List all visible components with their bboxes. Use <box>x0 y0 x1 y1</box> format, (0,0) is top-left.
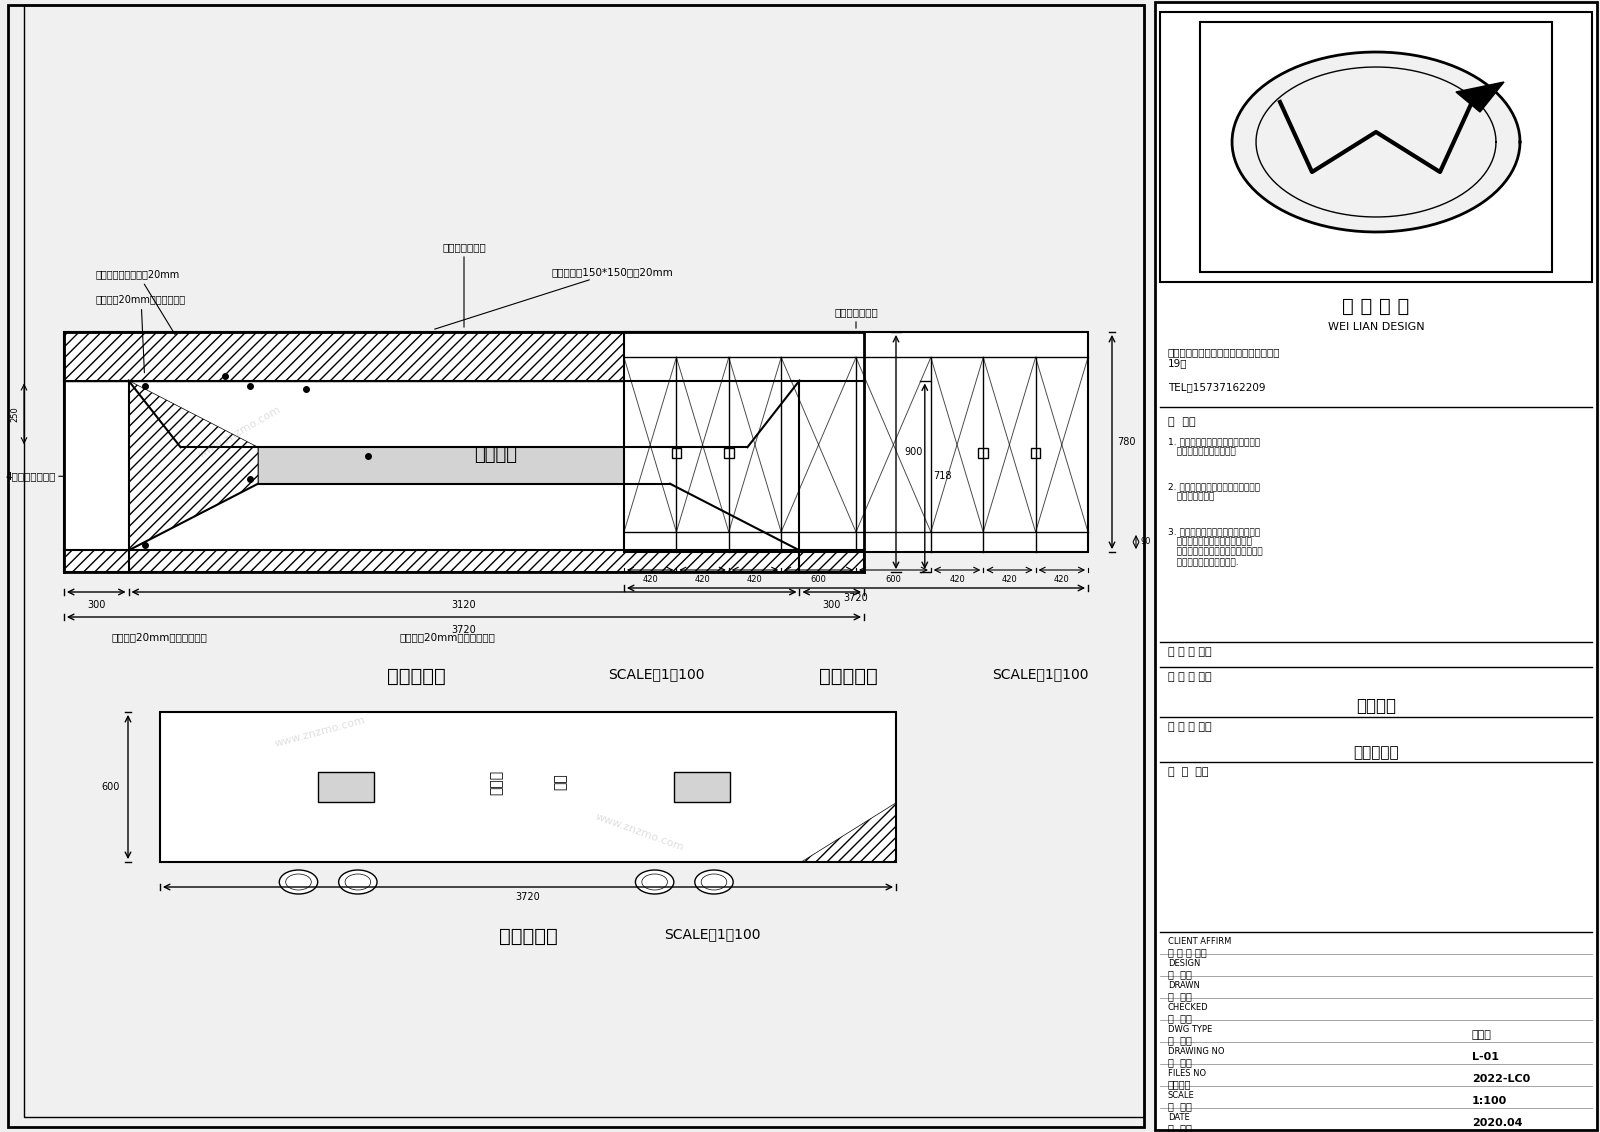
Bar <box>64 332 864 380</box>
Text: 校  对：: 校 对： <box>1168 1013 1192 1023</box>
Text: 250: 250 <box>10 406 19 422</box>
Bar <box>672 448 682 458</box>
Text: 图  号：: 图 号： <box>1168 1057 1192 1067</box>
Text: 1. 非得本公司设计师之书面批准，不
   得随意将任何部分翻印；: 1. 非得本公司设计师之书面批准，不 得随意将任何部分翻印； <box>1168 437 1261 456</box>
Text: www.znzmo.com: www.znzmo.com <box>197 404 283 460</box>
Text: 420: 420 <box>642 575 658 584</box>
Bar <box>1160 12 1592 282</box>
Text: 白色发光字150*150间距20mm: 白色发光字150*150间距20mm <box>552 267 674 277</box>
Text: DRAWING NO: DRAWING NO <box>1168 1047 1224 1056</box>
Text: 3. 施工单位必须在工地核对图内所示
   数字之准确，如发现有任何矛盾
   处，应通知设计师，方可施工；否则
   施工单位须承担所有责任.: 3. 施工单位必须在工地核对图内所示 数字之准确，如发现有任何矛盾 处，应通知设… <box>1168 528 1262 567</box>
Bar <box>160 712 896 861</box>
Circle shape <box>635 871 674 894</box>
Text: 维 联 设 计: 维 联 设 计 <box>1342 297 1410 316</box>
Bar <box>1030 448 1040 458</box>
Text: 600: 600 <box>885 575 901 584</box>
Text: 制  图：: 制 图： <box>1168 990 1192 1001</box>
Text: 日  期：: 日 期： <box>1168 1123 1192 1132</box>
Text: 平面布置图: 平面布置图 <box>1354 745 1398 760</box>
Text: 420: 420 <box>1054 575 1070 584</box>
Text: 2. 切勿以比例量度此图，一切以图内
   数字所示为准；: 2. 切勿以比例量度此图，一切以图内 数字所示为准； <box>1168 482 1261 501</box>
Bar <box>723 448 733 458</box>
Text: 黑镜铝塑板造型外突20mm: 黑镜铝塑板造型外突20mm <box>96 269 181 335</box>
Text: 780: 780 <box>1117 437 1136 447</box>
Text: 白色石英石台面: 白色石英石台面 <box>442 242 486 252</box>
Text: 900: 900 <box>904 447 922 457</box>
Text: SCALE：1：100: SCALE：1：100 <box>608 667 704 681</box>
Circle shape <box>280 871 318 894</box>
Text: 地址：郑州市绿地滨湖国际城三区一号楼
19层: 地址：郑州市绿地滨湖国际城三区一号楼 19层 <box>1168 348 1280 369</box>
Text: 3720: 3720 <box>451 625 477 635</box>
Text: 420: 420 <box>1002 575 1018 584</box>
Polygon shape <box>1456 82 1504 112</box>
Text: 420: 420 <box>949 575 965 584</box>
Text: 吧台尺寸图: 吧台尺寸图 <box>499 927 557 946</box>
Text: 侧面暗装20mm冰蓝型材灯条: 侧面暗装20mm冰蓝型材灯条 <box>112 632 208 642</box>
Text: 300: 300 <box>822 600 842 610</box>
Text: 4厘浅咖啡铝塑板: 4厘浅咖啡铝塑板 <box>6 471 56 481</box>
Text: SCALE：1：100: SCALE：1：100 <box>664 927 760 941</box>
Bar <box>64 332 864 572</box>
Circle shape <box>1232 52 1520 232</box>
Bar <box>318 772 374 801</box>
Text: 图 纸 名 称：: 图 纸 名 称： <box>1168 722 1211 732</box>
Polygon shape <box>258 447 670 483</box>
Text: FILES NO: FILES NO <box>1168 1069 1206 1078</box>
Text: 设  计：: 设 计： <box>1168 969 1192 979</box>
Text: SCALE: SCALE <box>1168 1091 1195 1100</box>
Text: 90: 90 <box>1141 538 1152 547</box>
Bar <box>624 332 1088 552</box>
Text: 3120: 3120 <box>451 600 477 610</box>
Text: 施 工 单 位：: 施 工 单 位： <box>1168 648 1211 657</box>
Text: 说  明：: 说 明： <box>1168 417 1195 427</box>
Bar <box>624 332 1088 358</box>
Text: 3720: 3720 <box>515 892 541 902</box>
Text: SCALE：1：100: SCALE：1：100 <box>992 667 1088 681</box>
Text: 300: 300 <box>86 600 106 610</box>
Text: 工 程 名 称：: 工 程 名 称： <box>1168 672 1211 681</box>
Text: 2020.04: 2020.04 <box>1472 1118 1523 1127</box>
Text: DRAWN: DRAWN <box>1168 981 1200 990</box>
Text: L-01: L-01 <box>1472 1052 1499 1062</box>
Text: 吧台正视图: 吧台正视图 <box>387 667 445 686</box>
Text: DWG TYPE: DWG TYPE <box>1168 1024 1213 1034</box>
Text: 420: 420 <box>747 575 763 584</box>
Text: 600: 600 <box>102 782 120 792</box>
Bar <box>64 550 864 572</box>
Text: 档案号：: 档案号： <box>1168 1079 1192 1089</box>
Text: 平面图: 平面图 <box>1472 1030 1491 1040</box>
Bar <box>1200 22 1552 272</box>
Text: 3720: 3720 <box>843 593 869 603</box>
Text: 图  别：: 图 别： <box>1168 1035 1192 1045</box>
Text: 侧面暗装20mm白色型材灯条: 侧面暗装20mm白色型材灯条 <box>96 294 186 372</box>
Circle shape <box>694 871 733 894</box>
Text: CLIENT AFFIRM: CLIENT AFFIRM <box>1168 937 1232 946</box>
Bar <box>675 772 731 801</box>
FancyBboxPatch shape <box>1155 2 1597 1130</box>
Text: DESIGN: DESIGN <box>1168 959 1200 968</box>
Text: 天维电竞: 天维电竞 <box>1357 697 1395 715</box>
Text: www.znzmo.com: www.znzmo.com <box>594 812 686 852</box>
Text: 2022-LC0: 2022-LC0 <box>1472 1074 1530 1084</box>
Text: 侧面暗装20mm白色型材灯条: 侧面暗装20mm白色型材灯条 <box>400 632 496 642</box>
Text: 天维电竞: 天维电竞 <box>475 446 517 464</box>
Text: 风格一: 风格一 <box>490 770 502 795</box>
Text: 吧台: 吧台 <box>554 773 566 790</box>
Text: WEI LIAN DESIGN: WEI LIAN DESIGN <box>1328 321 1424 332</box>
Text: CHECKED: CHECKED <box>1168 1003 1208 1012</box>
Text: www.znzmo.com: www.znzmo.com <box>274 715 366 749</box>
Text: 吧台内视图: 吧台内视图 <box>819 667 877 686</box>
Circle shape <box>339 871 378 894</box>
Text: 1:100: 1:100 <box>1472 1096 1507 1106</box>
Text: 比  例：: 比 例： <box>1168 1101 1192 1110</box>
Text: DATE: DATE <box>1168 1113 1190 1122</box>
Text: TEL：15737162209: TEL：15737162209 <box>1168 381 1266 392</box>
Text: 客 户 确 认：: 客 户 确 认： <box>1168 947 1206 957</box>
Text: 420: 420 <box>694 575 710 584</box>
Text: 签  章  栏：: 签 章 栏： <box>1168 767 1208 777</box>
Text: 600: 600 <box>811 575 827 584</box>
Bar <box>979 448 989 458</box>
Text: 白色石英石台面: 白色石英石台面 <box>834 307 878 317</box>
Text: 718: 718 <box>933 471 952 481</box>
